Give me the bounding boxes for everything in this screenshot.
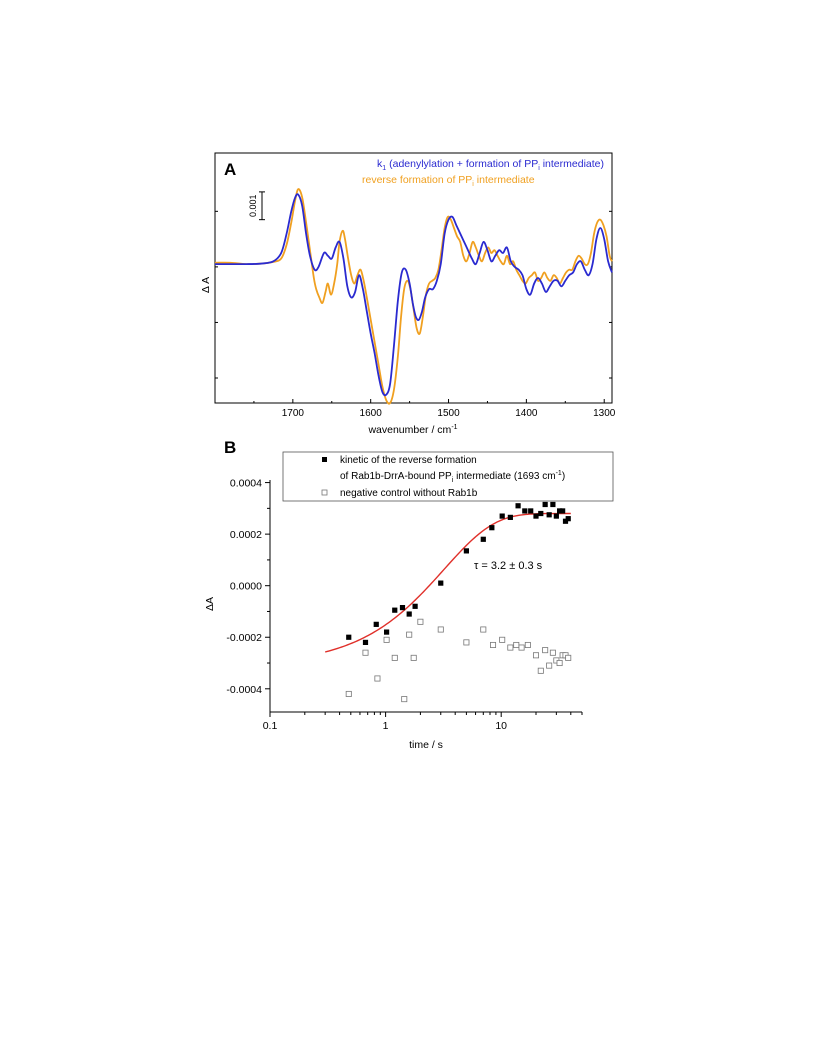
point-kinetic-6	[406, 611, 412, 617]
point-kinetic-11	[489, 525, 495, 531]
panel-a-frame	[214, 152, 613, 404]
legend-entry-orange: reverse formation of PPi intermediate	[362, 174, 535, 188]
point-kinetic-15	[522, 508, 528, 514]
panel-a-y-ticks	[215, 210, 612, 379]
point-kinetic-10	[480, 536, 486, 542]
y-tick-label-2: 0.0000	[230, 581, 262, 593]
panel-a-lines	[214, 188, 613, 405]
panel-a-label: A	[224, 160, 236, 179]
point-control-10	[463, 639, 470, 646]
point-kinetic-3	[383, 629, 390, 635]
panel-b-y-ticks: 0.0004 0.0002 0.0000 -0.0002 -0.0004	[226, 478, 270, 696]
point-control-8	[417, 618, 424, 625]
point-control-24	[556, 660, 563, 667]
point-kinetic-19	[542, 501, 548, 508]
panel-a: A 1700 1600 1500 1400 1300 0.001 k1 (adenyly…	[200, 152, 616, 436]
point-kinetic-12	[499, 513, 505, 519]
point-kinetic-16	[528, 508, 534, 514]
legend-entry-control: negative control without Rab1b	[340, 488, 478, 499]
point-control-22	[549, 649, 556, 656]
y-tick-label-0: 0.0004	[230, 478, 262, 490]
point-control-27	[565, 654, 572, 661]
point-control-7	[410, 654, 417, 661]
x-tick-label-0: 0.1	[263, 720, 278, 732]
point-control-18	[532, 652, 539, 659]
y-tick-label-4: -0.0004	[226, 684, 262, 696]
fit-curve	[324, 512, 571, 653]
point-kinetic-25	[562, 518, 569, 524]
point-kinetic-8	[438, 580, 444, 586]
point-control-4	[391, 654, 398, 661]
series-orange-line	[214, 188, 613, 405]
point-kinetic-4	[392, 607, 398, 613]
legend-box	[282, 451, 614, 502]
point-kinetic-18	[538, 510, 544, 517]
point-kinetic-23	[556, 508, 563, 514]
point-kinetic-14	[515, 503, 521, 509]
point-kinetic-26	[565, 516, 571, 522]
point-control-16	[518, 644, 525, 651]
x-tick-label-1: 1	[383, 720, 389, 732]
point-kinetic-21	[550, 501, 556, 508]
legend-marker-filled	[322, 457, 327, 462]
panel-b-y-axis-label: ΔA	[204, 597, 216, 611]
panel-a-x-axis-label: wavenumber / cm-1	[367, 424, 457, 436]
x-tick-label-3: 1400	[515, 408, 538, 419]
x-tick-label-2: 10	[495, 720, 507, 732]
point-control-6	[406, 631, 413, 638]
x-tick-label-2: 1500	[437, 408, 460, 419]
point-kinetic-20	[546, 512, 552, 518]
point-control-21	[546, 662, 553, 669]
point-kinetic-17	[533, 513, 539, 519]
point-kinetic-1	[362, 639, 369, 645]
point-kinetic-24	[560, 508, 566, 514]
point-control-1	[362, 649, 369, 656]
x-tick-label-0: 1700	[282, 408, 305, 419]
panel-a-y-axis-label: Δ A	[200, 277, 212, 293]
panel-b: B 0.0004 0.0002 0.0000 -0.0002 -0.0004 0.1 1 1…	[204, 438, 614, 751]
scale-bar-label: 0.001	[248, 195, 258, 218]
point-control-9	[437, 626, 444, 633]
panel-b-x-axis-label: time / s	[409, 739, 443, 751]
panel-b-x-ticks: 0.1 1 10	[263, 712, 583, 732]
point-control-13	[499, 636, 506, 643]
x-tick-label-1: 1600	[360, 408, 383, 419]
point-control-0	[345, 690, 352, 697]
point-kinetic-9	[463, 548, 470, 554]
legend-entry-blue: k1 (adenylylation + formation of PPi int…	[377, 158, 604, 172]
panel-a-scale-bar: 0.001	[248, 191, 265, 221]
point-kinetic-5	[399, 605, 406, 611]
panel-a-x-ticks: 1700 1600 1500 1400 1300	[253, 399, 616, 419]
point-control-17	[524, 641, 531, 648]
point-control-15	[513, 641, 520, 648]
point-control-3	[383, 636, 390, 643]
point-control-2	[374, 675, 381, 682]
panel-b-points	[345, 501, 572, 703]
y-tick-label-3: -0.0002	[226, 632, 262, 644]
tau-annotation: τ = 3.2 ± 0.3 s	[474, 560, 543, 572]
y-tick-label-1: 0.0002	[230, 529, 262, 541]
point-kinetic-22	[553, 513, 559, 519]
legend-entry-kinetic-line2: of Rab1b-DrrA-bound PPi intermediate (16…	[340, 470, 565, 484]
point-kinetic-2	[373, 621, 379, 627]
series-blue-line	[215, 193, 613, 397]
point-control-20	[542, 647, 549, 654]
point-control-12	[490, 641, 497, 648]
point-kinetic-13	[507, 514, 513, 520]
panel-b-label: B	[224, 438, 236, 457]
point-control-11	[480, 626, 487, 633]
x-tick-label-4: 1300	[593, 408, 616, 419]
point-control-19	[537, 667, 544, 674]
point-kinetic-7	[412, 603, 418, 609]
point-control-5	[401, 696, 408, 703]
panel-b-legend: kinetic of the reverse formation of Rab1…	[282, 451, 614, 502]
point-kinetic-0	[346, 634, 352, 640]
legend-entry-kinetic: kinetic of the reverse formation	[340, 455, 477, 466]
panel-a-legend: k1 (adenylylation + formation of PPi int…	[362, 158, 604, 188]
legend-marker-open	[321, 489, 328, 496]
point-control-14	[507, 644, 514, 651]
